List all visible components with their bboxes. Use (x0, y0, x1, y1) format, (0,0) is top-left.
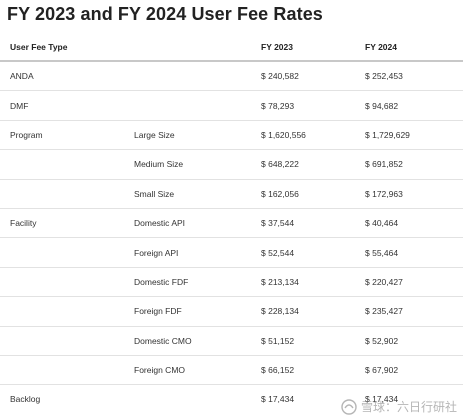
cell-fy2024: $ 252,453 (359, 61, 463, 92)
table-row: Foreign CMO $ 66,152 $ 67,902 (0, 355, 463, 386)
cell-user-fee-type: Facility (0, 208, 124, 239)
cell-subtype: Foreign API (124, 237, 254, 268)
cell-user-fee-type (0, 267, 124, 298)
cell-fy2024: $ 94,682 (359, 90, 463, 121)
cell-fy2023: $ 648,222 (254, 149, 359, 180)
cell-user-fee-type (0, 237, 124, 268)
cell-user-fee-type: ANDA (0, 61, 124, 92)
cell-fy2024: $ 55,464 (359, 237, 463, 268)
column-header-subtype (124, 34, 254, 62)
cell-fy2023: $ 162,056 (254, 179, 359, 209)
cell-user-fee-type: Backlog (10, 394, 41, 405)
cell-subtype: Domestic FDF (124, 267, 254, 298)
table-row: Program Large Size $ 1,620,556 $ 1,729,629 (0, 120, 463, 151)
column-header-user-fee-type: User Fee Type (0, 34, 124, 62)
cell-subtype: Domestic API (124, 208, 254, 239)
table-row: DMF $ 78,293 $ 94,682 (0, 90, 463, 121)
table-row: Facility Domestic API $ 37,544 $ 40,464 (0, 208, 463, 239)
snowball-logo-icon (341, 398, 357, 415)
cell-fy2024: $ 691,852 (359, 149, 463, 180)
watermark: 雪球：六日行研社 (341, 398, 457, 415)
watermark-text: 雪球：六日行研社 (360, 400, 457, 414)
cell-fy2023: $ 17,434 (261, 394, 295, 405)
cell-user-fee-type (0, 326, 124, 356)
cell-user-fee-type (0, 355, 124, 386)
cell-fy2023: $ 52,544 (254, 237, 359, 268)
table-header-row: User Fee Type FY 2023 FY 2024 (0, 34, 463, 62)
cell-fy2023: $ 66,152 (254, 355, 359, 386)
cell-user-fee-type (0, 149, 124, 180)
cell-subtype: Medium Size (124, 149, 254, 180)
cell-subtype (124, 385, 254, 414)
cell-fy2024: $ 235,427 (359, 296, 463, 327)
cell-fy2024: $ 172,963 (359, 179, 463, 209)
cell-fy2024: $ 17,434 (365, 394, 399, 405)
table-row: Foreign FDF $ 228,134 $ 235,427 (0, 296, 463, 327)
cell-user-fee-type: DMF (0, 90, 124, 121)
cell-fy2024: $ 1,729,629 (359, 120, 463, 151)
column-header-fy2023: FY 2023 (254, 34, 359, 62)
cell-fy2023: $ 37,544 (254, 208, 359, 239)
column-header-fy2024: FY 2024 (359, 34, 463, 62)
table-row: ANDA $ 240,582 $ 252,453 (0, 61, 463, 92)
table-row: Small Size $ 162,056 $ 172,963 (0, 179, 463, 209)
cell-subtype (124, 61, 254, 92)
cell-fy2024: $ 67,902 (359, 355, 463, 386)
page-title: FY 2023 and FY 2024 User Fee Rates (7, 4, 323, 24)
cell-fy2023: $ 51,152 (254, 326, 359, 356)
cell-fy2023: $ 1,620,556 (254, 120, 359, 151)
cell-fy2023: $ 78,293 (254, 90, 359, 121)
cell-user-fee-type (0, 296, 124, 327)
table-row: Domestic CMO $ 51,152 $ 52,902 (0, 326, 463, 356)
table-row: Backlog $ 17,434 $ 17,434 (0, 385, 463, 414)
table-row: Domestic FDF $ 213,134 $ 220,427 (0, 267, 463, 298)
cell-subtype (124, 90, 254, 121)
cell-user-fee-type: Program (0, 120, 124, 151)
cell-user-fee-type (0, 179, 124, 209)
table-row: Foreign API $ 52,544 $ 55,464 (0, 237, 463, 268)
cell-subtype: Small Size (124, 179, 254, 209)
cell-subtype: Large Size (124, 120, 254, 151)
cell-fy2024: $ 220,427 (359, 267, 463, 298)
cell-fy2024: $ 52,902 (359, 326, 463, 356)
user-fee-table: User Fee Type FY 2023 FY 2024 ANDA $ 240,… (0, 34, 463, 414)
cell-subtype: Domestic CMO (124, 326, 254, 356)
table-row: Medium Size $ 648,222 $ 691,852 (0, 149, 463, 180)
cell-fy2023: $ 213,134 (254, 267, 359, 298)
cell-fy2024: $ 40,464 (359, 208, 463, 239)
cell-subtype: Foreign FDF (124, 296, 254, 327)
cell-fy2023: $ 240,582 (254, 61, 359, 92)
cell-fy2023: $ 228,134 (254, 296, 359, 327)
cell-subtype: Foreign CMO (124, 355, 254, 386)
